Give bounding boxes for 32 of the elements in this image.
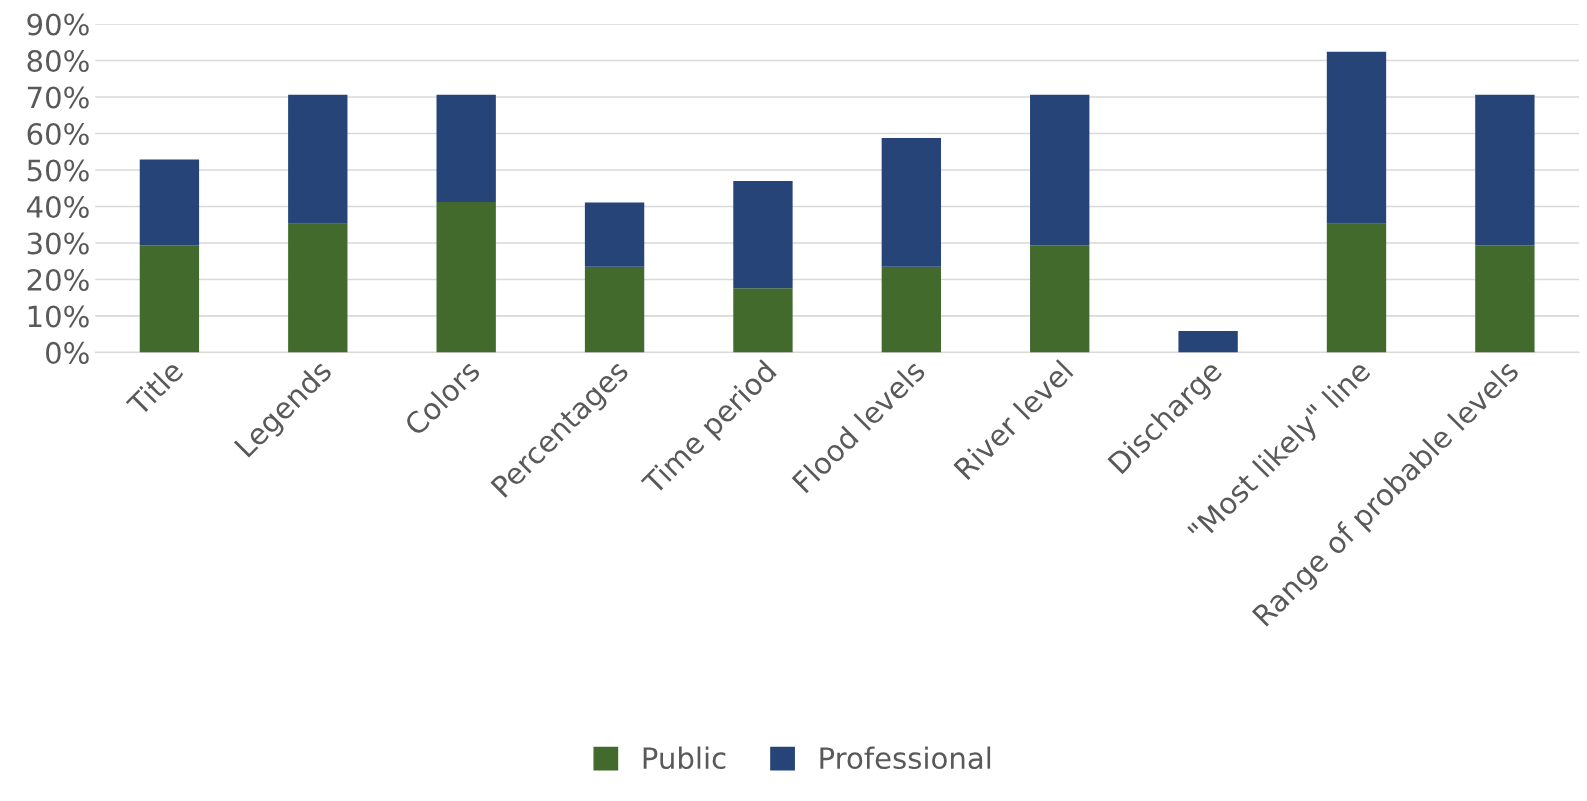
bar: [1178, 330, 1238, 353]
legend-label: Professional: [820, 746, 991, 770]
y-tick-label: 20%: [27, 268, 89, 291]
y-tick-label: 60%: [27, 122, 89, 145]
bar: [733, 180, 793, 289]
y-tick-label: 10%: [28, 305, 89, 328]
bar: [1030, 245, 1090, 353]
bar: [436, 202, 496, 353]
y-tick-label: 30%: [27, 232, 89, 255]
bar: [436, 94, 496, 203]
bar: [288, 223, 348, 353]
bar: [881, 137, 942, 267]
y-tick-label: 70%: [27, 86, 89, 109]
bar: [139, 159, 200, 246]
bar: [1326, 51, 1387, 224]
y-tick-label: 40%: [26, 195, 89, 218]
y-tick-label: 90%: [27, 13, 89, 36]
y-tick-label: 50%: [27, 159, 89, 182]
bar: [881, 266, 942, 353]
bar: [1030, 94, 1090, 246]
legend-label: Public: [643, 746, 726, 770]
bar: [139, 245, 200, 353]
bar: [288, 94, 348, 224]
bar: [1326, 223, 1387, 353]
bar: [584, 202, 645, 267]
y-tick-label: 80%: [27, 49, 89, 73]
bar: [1475, 245, 1535, 353]
x-tick-label: Title: [125, 358, 185, 418]
y-tick-label: 0%: [46, 341, 89, 364]
bar: [1475, 94, 1535, 246]
bar: [584, 266, 645, 353]
bar: [733, 288, 793, 353]
